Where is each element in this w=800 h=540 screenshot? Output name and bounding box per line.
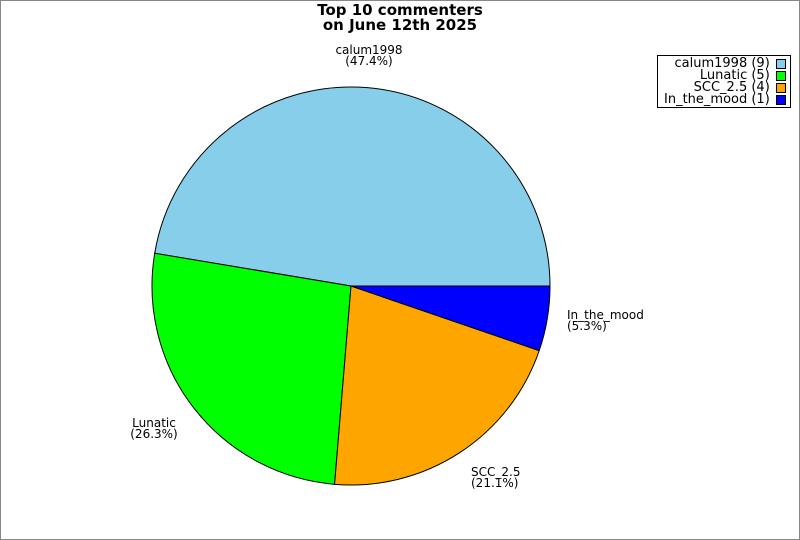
legend-item: Lunatic (5) <box>664 68 786 83</box>
legend-swatch <box>775 83 786 93</box>
slice-label-name: calum1998 <box>335 43 403 57</box>
slice-label-name: SCC_2.5 <box>471 465 521 479</box>
legend-label: Lunatic (5) <box>699 68 770 83</box>
title-line-2: on June 12th 2025 <box>322 16 478 34</box>
legend-item: calum1998 (9) <box>664 56 786 71</box>
legend-swatch <box>775 71 786 81</box>
legend-label: SCC_2.5 (4) <box>693 80 770 95</box>
legend-label: In_the_mood (1) <box>664 92 770 107</box>
legend-item: SCC_2.5 (4) <box>664 80 786 95</box>
slice-label: Lunatic (26.3%) <box>94 416 214 441</box>
slice-label: In_the_mood (5.3%) <box>567 308 644 333</box>
legend-swatch <box>775 59 786 69</box>
chart-title: Top 10 commenters on June 12th 2025 <box>1 3 799 33</box>
slice-label-name: In_the_mood <box>567 308 644 322</box>
pie-slice-3 <box>350 285 551 352</box>
legend-label: calum1998 (9) <box>674 56 770 71</box>
legend: calum1998 (9) Lunatic (5) SCC_2.5 (4) In_th… <box>657 55 791 108</box>
slice-label: SCC_2.5 (21.1%) <box>471 465 521 490</box>
pie-slice-2 <box>334 285 540 486</box>
legend-swatch <box>775 95 786 105</box>
slice-label-percent: (21.1%) <box>471 476 519 490</box>
legend-item: In_the_mood (1) <box>664 92 786 107</box>
title-line-1: Top 10 commenters <box>317 1 483 19</box>
slice-label-name: Lunatic <box>132 416 176 430</box>
pie-slice-0 <box>154 86 551 287</box>
slice-label: calum1998 (47.4%) <box>309 43 429 68</box>
slice-label-percent: (47.4%) <box>345 54 393 68</box>
slice-label-percent: (5.3%) <box>567 319 607 333</box>
pie-slice-1 <box>151 252 352 485</box>
slice-label-percent: (26.3%) <box>130 427 178 441</box>
